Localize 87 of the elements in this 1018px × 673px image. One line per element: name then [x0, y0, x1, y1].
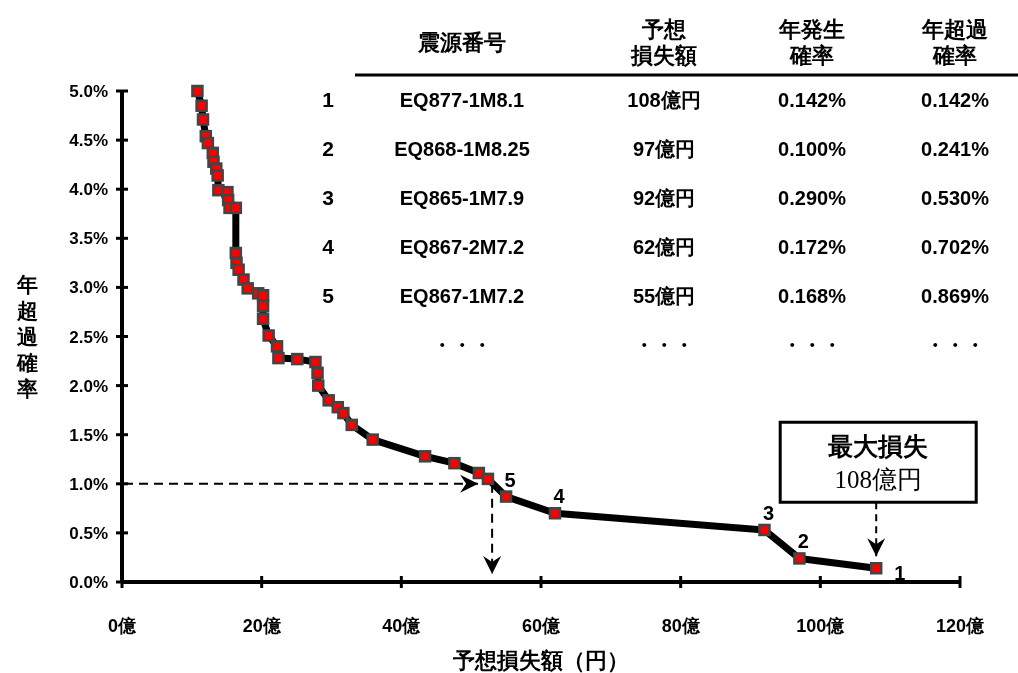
point	[793, 552, 806, 565]
annotation: 0.142%	[778, 89, 847, 111]
point	[418, 450, 432, 463]
annotation: ・・・	[925, 334, 985, 356]
annotation: 0.100%	[778, 138, 847, 160]
y-tick-label: 4.5%	[69, 131, 108, 151]
point	[337, 406, 350, 420]
x-axis-title: 予想損失額（円）	[452, 648, 629, 673]
annotation: 4	[322, 235, 335, 258]
point	[311, 379, 325, 392]
point	[272, 351, 285, 365]
annotation: ・・・	[782, 334, 842, 356]
point	[196, 113, 210, 126]
point	[256, 299, 270, 313]
annotation: 5	[504, 468, 516, 491]
point	[311, 366, 324, 380]
point	[191, 84, 204, 98]
annotation: ・・・	[432, 334, 492, 356]
point	[270, 340, 284, 353]
annotation: 0.702%	[921, 236, 990, 258]
annotation: 3	[762, 501, 775, 524]
x-tick-label: 100億	[796, 616, 846, 636]
annotation: 2	[322, 137, 334, 160]
y-tick-label: 3.5%	[69, 229, 108, 249]
annotation: EQ877-1M8.1	[399, 89, 525, 111]
point	[256, 312, 270, 326]
point	[195, 99, 208, 112]
x-tick-label: 0億	[107, 616, 137, 636]
annotation: 0.142%	[921, 89, 990, 111]
annotation: 92億円	[632, 187, 696, 209]
annotation: EQ868-1M8.25	[394, 138, 530, 160]
annotation: ・・・	[634, 334, 694, 356]
annotation: 1	[894, 562, 906, 585]
annotation: 3	[322, 186, 334, 209]
annotation: 5	[322, 284, 335, 307]
text: 震源番号	[417, 30, 506, 55]
x-tick-label: 80億	[661, 616, 701, 636]
point	[232, 263, 245, 276]
point	[309, 355, 322, 369]
annotation: 最大損失 108億円	[827, 432, 929, 494]
annotation: EQ865-1M7.9	[399, 187, 525, 209]
text: 予想損失額	[630, 17, 697, 68]
point	[481, 472, 495, 486]
annotation: 108億円	[627, 89, 701, 111]
annotation: 0.290%	[778, 187, 847, 209]
annotation: 1	[322, 88, 335, 111]
point	[758, 523, 771, 537]
annotation: EQ867-2M7.2	[399, 236, 525, 258]
point	[869, 562, 883, 575]
annotation: 4	[553, 485, 565, 508]
y-tick-label: 1.0%	[69, 474, 108, 494]
y-tick-label: 0.0%	[69, 573, 108, 592]
x-tick-label: 20億	[242, 616, 282, 636]
x-tick-label: 120億	[935, 616, 986, 636]
annotation: 55億円	[632, 285, 696, 307]
annotation: 62億円	[632, 236, 696, 258]
y-tick-label: 2.5%	[69, 327, 108, 347]
point	[448, 456, 461, 470]
point	[241, 282, 254, 295]
point	[291, 352, 304, 366]
y-axis-title: 年超過確率	[921, 17, 988, 68]
x-tick-label: 60億	[521, 616, 562, 636]
text: 年発生確率	[778, 17, 845, 68]
annotation: 0.530%	[921, 187, 990, 209]
annotation: 2	[797, 530, 809, 553]
point	[366, 433, 379, 446]
point	[322, 394, 335, 407]
point	[211, 169, 224, 182]
x-tick-label: 40億	[382, 616, 422, 636]
y-tick-label: 1.5%	[69, 425, 108, 445]
point	[499, 490, 513, 503]
y-tick-label: 5.0%	[69, 82, 108, 101]
annotation: 0.241%	[921, 138, 990, 160]
point	[229, 201, 243, 215]
annotation: 0.172%	[778, 236, 847, 258]
point	[262, 329, 275, 342]
text: 年超過確率	[15, 272, 38, 400]
annotation: EQ867-1M7.2	[399, 285, 525, 307]
point	[345, 418, 358, 432]
annotation: 0.869%	[921, 285, 990, 307]
y-tick-label: 3.0%	[69, 278, 108, 298]
y-tick-label: 0.5%	[69, 523, 108, 543]
point	[548, 507, 562, 520]
annotation: 97億円	[632, 138, 696, 160]
y-tick-label: 2.0%	[69, 376, 108, 396]
annotation: 0.168%	[778, 285, 847, 307]
y-tick-label: 4.0%	[69, 180, 108, 200]
